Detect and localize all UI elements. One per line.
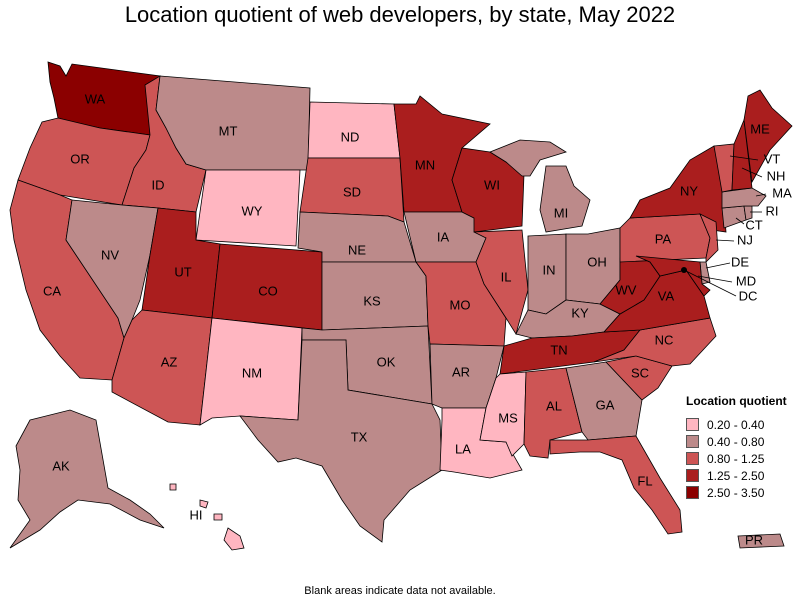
label-az: AZ [161,354,178,369]
state-md[interactable] [635,255,711,297]
label-nh: NH [767,168,786,183]
label-mi: MI [554,205,568,220]
label-vt: VT [764,151,781,166]
label-ri: RI [766,203,779,218]
footnote: Blank areas indicate data not available. [304,585,496,597]
label-nd: ND [341,129,360,144]
label-ny: NY [680,183,698,198]
label-tx: TX [351,429,368,444]
label-ok: OK [377,354,396,369]
dc-marker [681,267,687,273]
legend: Location quotient 0.20 - 0.40 0.40 - 0.8… [686,394,787,501]
state-wi[interactable] [451,147,525,233]
state-ms[interactable] [479,371,527,457]
state-me[interactable] [743,89,793,184]
legend-label: 1.25 - 2.50 [707,468,765,483]
label-nm: NM [242,365,262,380]
label-ia: IA [437,229,450,244]
label-co: CO [258,283,278,298]
label-mt: MT [219,123,238,138]
legend-swatch [686,435,699,448]
legend-label: 0.20 - 0.40 [707,417,765,432]
label-ne: NE [348,242,366,257]
label-pr: PR [745,532,763,547]
state-nv[interactable] [65,199,159,340]
label-nv: NV [101,247,119,262]
map-title: Location quotient of web developers, by … [124,2,676,27]
label-mn: MN [415,157,435,172]
label-in: IN [543,262,556,277]
label-ak: AK [52,458,70,473]
state-fl[interactable] [549,435,683,535]
label-nc: NC [655,332,674,347]
state-il[interactable] [473,229,529,335]
label-ut: UT [174,264,191,279]
label-la: LA [455,441,471,456]
label-me: ME [750,121,770,136]
label-fl: FL [637,473,652,488]
state-ct[interactable] [721,205,747,229]
label-ga: GA [596,397,615,412]
state-hi[interactable] [169,483,245,551]
state-nh[interactable] [731,118,753,191]
label-leader-lines [683,155,767,297]
label-oh: OH [587,254,607,269]
label-md: MD [736,273,756,288]
label-ky: KY [571,305,589,320]
state-ak[interactable] [9,409,165,549]
label-id: ID [152,177,165,192]
label-sc: SC [631,365,649,380]
legend-item: 0.40 - 0.80 [686,433,787,450]
label-al: AL [546,398,562,413]
label-sd: SD [343,184,361,199]
label-wy: WY [242,203,263,218]
label-pa: PA [655,231,672,246]
state-tx[interactable] [239,339,443,543]
label-or: OR [70,151,90,166]
label-wv: WV [616,282,637,297]
state-wy[interactable] [195,169,301,247]
legend-swatch [686,418,699,431]
label-nj: NJ [737,232,753,247]
label-tn: TN [550,342,567,357]
label-ct: CT [745,217,762,232]
label-de: DE [731,254,749,269]
label-ms: MS [498,410,518,425]
legend-swatch [686,486,699,499]
legend-item: 2.50 - 3.50 [686,484,787,501]
label-mo: MO [450,297,471,312]
legend-title: Location quotient [686,394,787,408]
state-nc[interactable] [593,317,717,367]
label-dc: DC [739,288,758,303]
label-hi: HI [190,507,203,522]
label-ca: CA [43,283,61,298]
legend-label: 0.80 - 1.25 [707,451,765,466]
label-wi: WI [484,177,500,192]
label-va: VA [658,288,675,303]
state-mi[interactable] [489,139,591,233]
label-wa: WA [85,91,106,106]
label-il: IL [501,269,512,284]
legend-swatch [686,469,699,482]
legend-item: 0.80 - 1.25 [686,450,787,467]
label-ks: KS [363,293,381,308]
legend-swatch [686,452,699,465]
state-labels: WA OR CA ID NV MT WY UT AZ CO NM ND SD N… [43,91,792,547]
label-ar: AR [452,364,470,379]
legend-label: 0.40 - 0.80 [707,434,765,449]
legend-label: 2.50 - 3.50 [707,485,765,500]
label-ma: MA [772,185,792,200]
legend-item: 1.25 - 2.50 [686,467,787,484]
legend-item: 0.20 - 0.40 [686,416,787,433]
state-pr[interactable] [737,533,785,549]
